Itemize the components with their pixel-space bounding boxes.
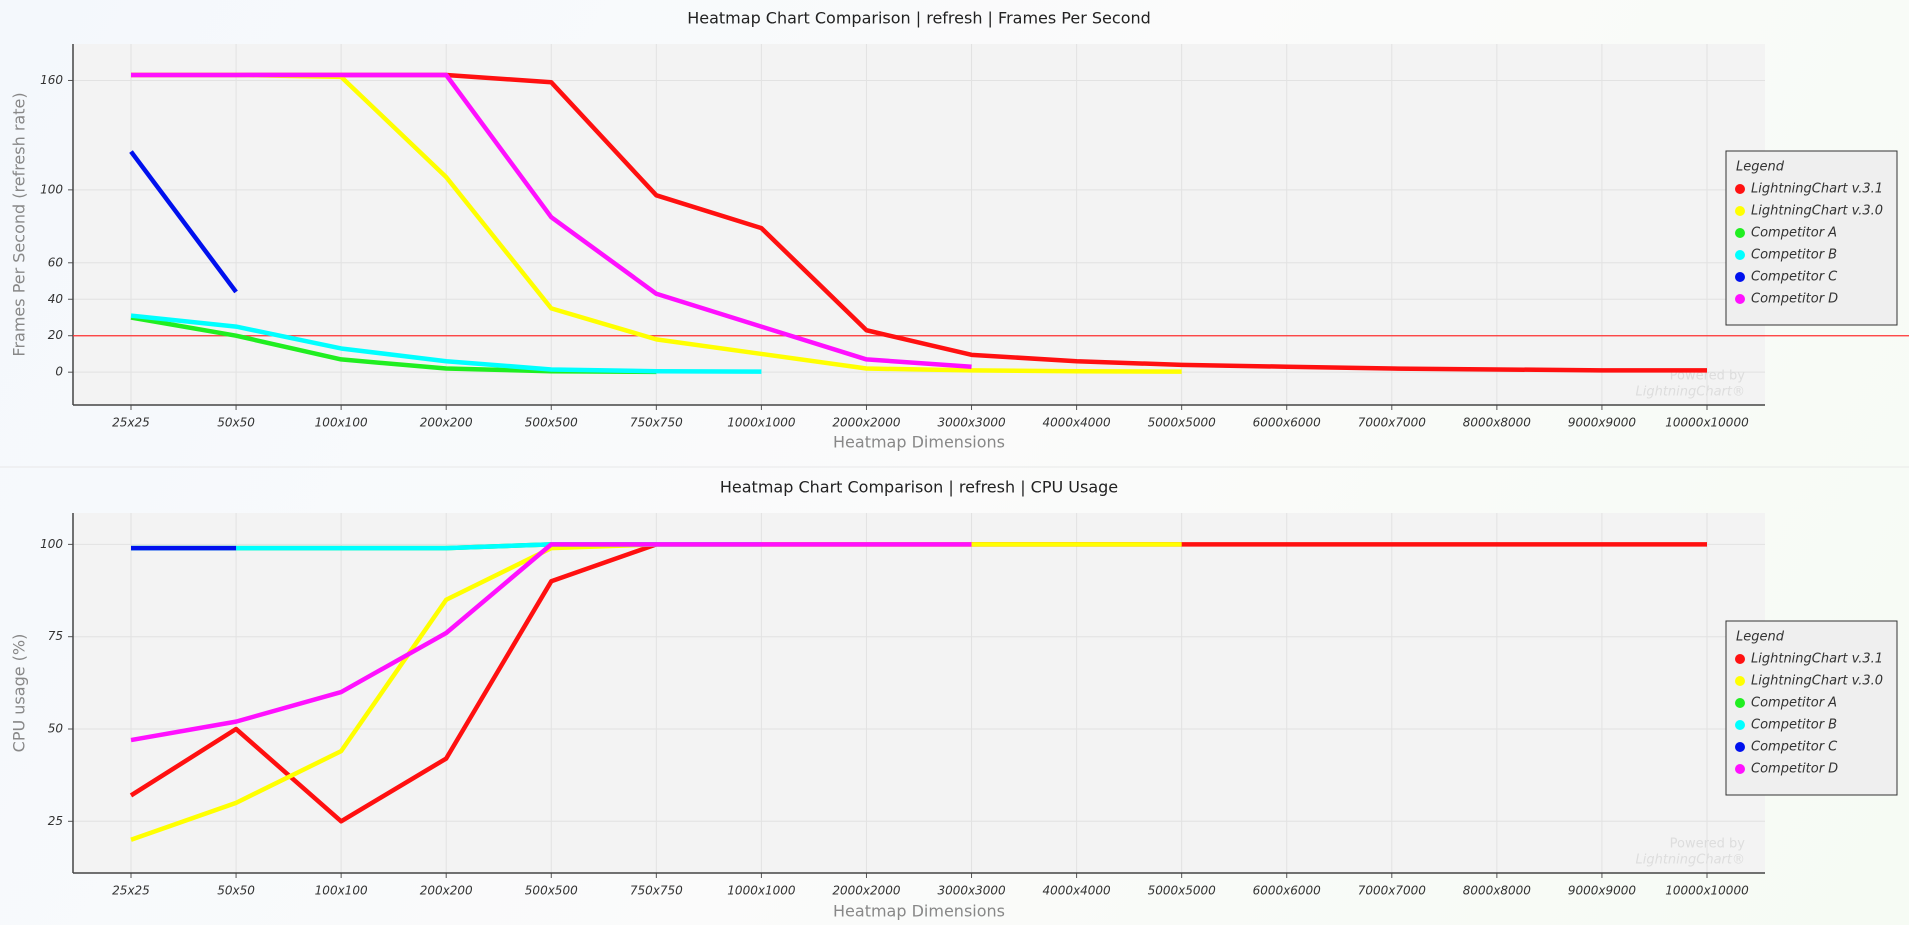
y-tick-label: 60 [48, 255, 64, 269]
legend-label: LightningChart v.3.1 [1751, 182, 1883, 197]
legend-title: Legend [1736, 630, 1785, 645]
x-axis-title: Heatmap Dimensions [833, 433, 1005, 452]
x-tick-label: 5000x5000 [1148, 416, 1217, 430]
series-line [129, 150, 238, 294]
legend-label: Competitor C [1751, 270, 1838, 285]
legend-marker [1735, 742, 1745, 752]
x-tick-label: 6000x6000 [1253, 416, 1322, 430]
x-tick-label: 50x50 [217, 884, 255, 898]
plot-area [73, 513, 1765, 873]
y-tick-label: 20 [48, 328, 64, 342]
y-tick-label: 25 [48, 814, 63, 828]
legend-label: LightningChart v.3.1 [1751, 652, 1883, 667]
chart: Heatmap Chart Comparison | refresh | Fra… [10, 9, 1909, 452]
y-tick-label: 100 [40, 182, 63, 196]
legend-label: Competitor A [1751, 226, 1837, 241]
x-tick-label: 500x500 [525, 884, 578, 898]
legend-marker [1735, 720, 1745, 730]
y-tick-label: 160 [40, 73, 63, 87]
x-tick-label: 9000x9000 [1568, 884, 1637, 898]
legend-label: Competitor C [1751, 740, 1838, 755]
legend-box [1725, 150, 1898, 326]
legend-marker [1735, 676, 1745, 686]
legend-label: Competitor D [1751, 762, 1838, 777]
y-axis-title: CPU usage (%) [10, 634, 29, 753]
legend-marker [1735, 228, 1745, 238]
chart: Heatmap Chart Comparison | refresh | CPU… [0, 466, 1909, 921]
y-axis-title: Frames Per Second (refresh rate) [10, 92, 29, 356]
x-tick-label: 750x750 [630, 416, 683, 430]
x-tick-label: 100x100 [315, 884, 368, 898]
x-tick-label: 1000x1000 [727, 416, 796, 430]
legend-marker [1735, 698, 1745, 708]
y-tick-label: 100 [40, 537, 63, 551]
x-tick-label: 8000x8000 [1463, 416, 1532, 430]
y-tick-label: 0 [55, 365, 63, 379]
legend-label: Competitor D [1751, 292, 1838, 307]
series-line [130, 542, 972, 743]
x-axis-title: Heatmap Dimensions [833, 902, 1005, 921]
x-tick-label: 2000x2000 [832, 416, 901, 430]
legend-marker [1735, 654, 1745, 664]
x-tick-label: 4000x4000 [1043, 416, 1112, 430]
watermark: Powered by [1670, 837, 1746, 852]
x-tick-label: 25x25 [112, 884, 150, 898]
series-line [130, 313, 762, 374]
legend-box [1725, 620, 1898, 796]
x-tick-label: 6000x6000 [1253, 884, 1322, 898]
x-tick-label: 8000x8000 [1463, 884, 1532, 898]
x-tick-label: 100x100 [315, 416, 368, 430]
x-tick-label: 7000x7000 [1358, 884, 1427, 898]
y-tick-label: 75 [48, 629, 63, 643]
legend-label: Competitor B [1751, 248, 1837, 263]
plot-area [73, 44, 1765, 405]
watermark: LightningChart® [1635, 385, 1745, 400]
legend-label: LightningChart v.3.0 [1751, 674, 1883, 689]
x-tick-label: 500x500 [525, 416, 578, 430]
legend-marker [1735, 206, 1745, 216]
x-tick-label: 9000x9000 [1568, 416, 1637, 430]
x-tick-label: 4000x4000 [1043, 884, 1112, 898]
legend-marker [1735, 764, 1745, 774]
x-tick-label: 200x200 [420, 416, 473, 430]
y-tick-label: 50 [48, 722, 64, 736]
x-tick-label: 5000x5000 [1148, 884, 1217, 898]
series-line [131, 72, 972, 369]
watermark: LightningChart® [1635, 853, 1745, 868]
x-tick-label: 2000x2000 [832, 884, 901, 898]
x-tick-label: 10000x10000 [1665, 416, 1749, 430]
y-tick-label: 40 [48, 292, 64, 306]
chart-title: Heatmap Chart Comparison | refresh | Fra… [687, 9, 1151, 28]
legend-label: Competitor A [1751, 696, 1837, 711]
x-tick-label: 3000x3000 [937, 416, 1006, 430]
legend-marker [1735, 272, 1745, 282]
legend-label: Competitor B [1751, 718, 1837, 733]
legend-marker [1735, 250, 1745, 260]
chart-title: Heatmap Chart Comparison | refresh | CPU… [720, 478, 1118, 497]
x-tick-label: 1000x1000 [727, 884, 796, 898]
legend-marker [1735, 184, 1745, 194]
x-tick-label: 25x25 [112, 416, 150, 430]
legend-label: LightningChart v.3.0 [1751, 204, 1883, 219]
x-tick-label: 10000x10000 [1665, 884, 1749, 898]
legend-title: Legend [1736, 160, 1785, 175]
x-tick-label: 7000x7000 [1358, 416, 1427, 430]
x-tick-label: 200x200 [420, 884, 473, 898]
x-tick-label: 3000x3000 [937, 884, 1006, 898]
x-tick-label: 750x750 [630, 884, 683, 898]
legend-marker [1735, 294, 1745, 304]
x-tick-label: 50x50 [217, 416, 255, 430]
